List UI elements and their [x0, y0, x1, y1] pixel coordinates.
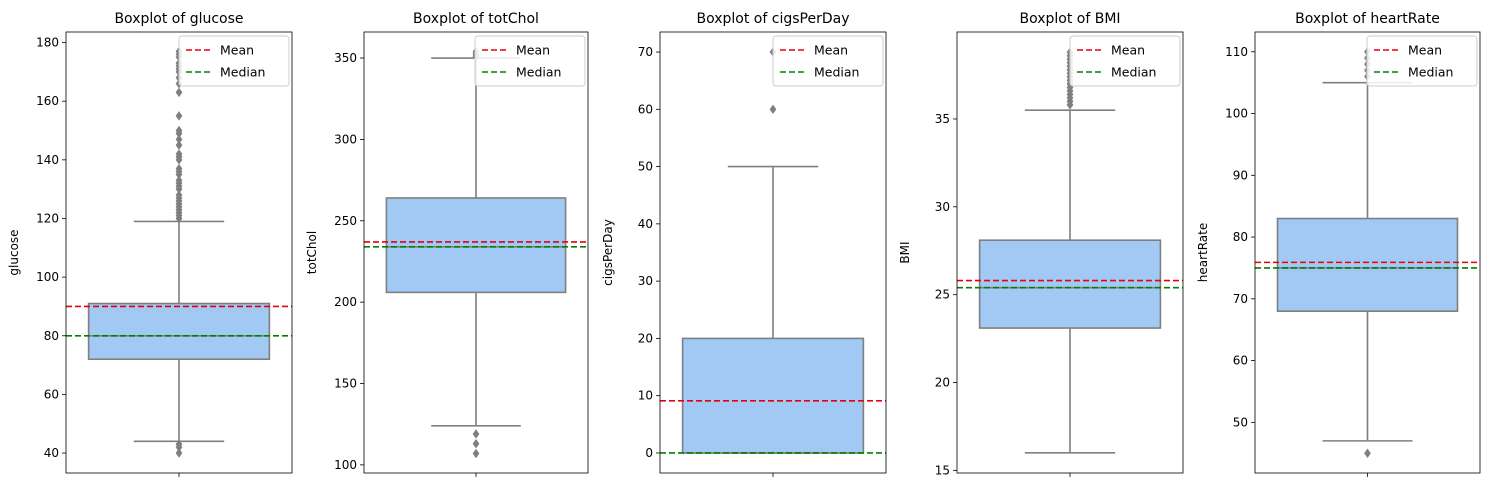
axes-frame [956, 31, 1184, 474]
axes-frame [363, 31, 589, 474]
y-axis-label: heartRate [1196, 223, 1210, 283]
y-tick-label: 40 [638, 217, 653, 231]
y-tick-label: 35 [935, 112, 950, 126]
outlier-point [769, 104, 777, 115]
y-axis-label: totChol [305, 231, 319, 274]
outlier-point [175, 87, 183, 98]
y-tick-label: 110 [1225, 45, 1248, 59]
panel-3: Boxplot of cigsPerDay cigsPerDay 0 10 20 30 40… [601, 11, 887, 477]
y-tick-label: 250 [334, 214, 357, 228]
outlier-point [175, 140, 183, 150]
panel-title: Boxplot of cigsPerDay [697, 11, 850, 27]
axes-frame [65, 31, 293, 474]
y-tick-label: 160 [36, 94, 59, 108]
iqr-box [87, 302, 271, 361]
y-tick-label: 80 [1233, 230, 1248, 244]
iqr-box [385, 197, 567, 294]
y-tick-label: 100 [334, 458, 357, 472]
y-tick-label: 50 [638, 160, 653, 174]
y-axis-label: cigsPerDay [601, 219, 615, 286]
y-tick-label: 350 [334, 51, 357, 65]
y-tick-label: 90 [1233, 168, 1248, 182]
y-tick-label: 25 [935, 288, 950, 302]
legend-label: Median [1111, 65, 1156, 80]
legend-label: Median [220, 65, 265, 80]
legend-box [1366, 35, 1478, 87]
panel-4: Boxplot of BMI BMI 15 20 25 30 35 Mean Median [898, 11, 1184, 477]
iqr-box [978, 239, 1162, 329]
panel-5: Boxplot of heartRate heartRate 50 60 70 80 90 1… [1196, 11, 1481, 477]
y-tick-label: 120 [36, 211, 59, 225]
outlier-point [175, 175, 183, 186]
y-tick-label: 100 [1225, 107, 1248, 121]
outlier-point [1364, 448, 1371, 458]
outlier-point [175, 134, 183, 145]
y-tick-label: 30 [638, 274, 653, 288]
y-tick-label: 60 [44, 387, 59, 401]
outlier-point [472, 438, 480, 449]
outlier-point [175, 125, 183, 136]
legend-label: Median [516, 65, 561, 80]
y-tick-label: 300 [334, 132, 357, 146]
y-tick-label: 30 [935, 200, 950, 214]
axes-frame [659, 31, 887, 474]
outlier-point [472, 448, 480, 459]
legend: Mean Median [474, 35, 586, 87]
y-tick-label: 140 [36, 153, 59, 167]
legend-box [1069, 35, 1181, 87]
legend: Mean Median [1069, 35, 1181, 87]
iqr-box [681, 337, 865, 454]
legend-box [772, 35, 884, 87]
legend-box [474, 35, 586, 87]
y-tick-label: 180 [36, 36, 59, 50]
panel-title: Boxplot of BMI [1019, 11, 1120, 27]
legend-label: Mean [1111, 43, 1145, 58]
panel-2: Boxplot of totChol totChol 100 150 200 250 300… [305, 11, 589, 477]
panel-1: Boxplot of glucose glucose 40 60 80 100 120 140… [7, 11, 293, 477]
panel-title: Boxplot of totChol [413, 11, 539, 27]
y-tick-label: 20 [638, 331, 653, 345]
legend-box [178, 35, 290, 87]
legend-label: Mean [516, 43, 550, 58]
panel-title: Boxplot of heartRate [1295, 11, 1440, 27]
outlier-point [175, 111, 183, 121]
outlier-point [175, 190, 183, 200]
y-tick-label: 10 [638, 389, 653, 403]
y-tick-label: 80 [44, 329, 59, 343]
y-tick-label: 20 [935, 376, 950, 390]
legend: Mean Median [772, 35, 884, 87]
y-tick-label: 200 [334, 295, 357, 309]
legend-label: Mean [220, 43, 254, 58]
y-tick-label: 60 [638, 102, 653, 116]
iqr-box [1276, 217, 1459, 312]
legend-label: Median [1408, 65, 1453, 80]
y-axis-label: glucose [7, 229, 21, 275]
legend-label: Median [814, 65, 859, 80]
y-tick-label: 100 [36, 270, 59, 284]
y-tick-label: 15 [935, 463, 950, 477]
y-tick-label: 150 [334, 376, 357, 390]
outlier-point [175, 439, 183, 449]
outlier-point [175, 163, 183, 174]
legend: Mean Median [1366, 35, 1478, 87]
legend-label: Mean [814, 43, 848, 58]
y-tick-label: 60 [1233, 354, 1248, 368]
y-tick-label: 0 [645, 446, 653, 460]
outlier-point [175, 448, 183, 458]
outlier-point [175, 149, 183, 159]
y-tick-label: 70 [638, 45, 653, 59]
legend-label: Mean [1408, 43, 1442, 58]
panel-title: Boxplot of glucose [114, 11, 243, 27]
y-tick-label: 70 [1233, 292, 1248, 306]
y-axis-label: BMI [898, 241, 912, 263]
legend: Mean Median [178, 35, 290, 87]
axes-frame [1254, 31, 1481, 474]
y-tick-label: 50 [1233, 415, 1248, 429]
y-tick-label: 40 [44, 446, 59, 460]
outlier-point [472, 429, 480, 439]
